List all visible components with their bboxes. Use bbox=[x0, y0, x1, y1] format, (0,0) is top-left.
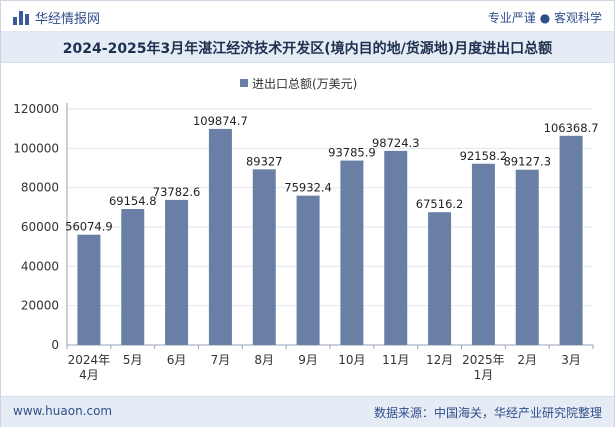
x-tick-label: 7月 bbox=[211, 353, 231, 367]
data-source: 数据来源：中国海关，华经产业研究院整理 bbox=[373, 406, 602, 420]
bar bbox=[77, 234, 101, 345]
y-tick-label: 0 bbox=[51, 338, 59, 352]
data-label: 93785.9 bbox=[328, 146, 376, 160]
data-label: 69154.8 bbox=[109, 194, 157, 208]
bar bbox=[208, 128, 232, 345]
legend-label: 进出口总额(万美元) bbox=[252, 77, 357, 91]
data-label: 92158.2 bbox=[460, 149, 508, 163]
footer: www.huaon.com 数据来源：中国海关，华经产业研究院整理 bbox=[1, 396, 614, 427]
bar bbox=[252, 169, 276, 345]
x-tick-label: 10月 bbox=[338, 353, 365, 367]
bar bbox=[340, 160, 364, 345]
bar-chart-logo-icon bbox=[13, 10, 29, 25]
data-label: 75932.4 bbox=[284, 181, 332, 195]
data-label: 106368.7 bbox=[544, 121, 599, 135]
brand-name: 华经情报网 bbox=[35, 12, 101, 27]
data-label: 56074.9 bbox=[65, 220, 113, 234]
bar bbox=[515, 169, 539, 345]
y-tick-label: 120000 bbox=[13, 102, 59, 116]
x-tick-label: 2月 bbox=[517, 353, 537, 367]
y-tick-label: 20000 bbox=[21, 299, 59, 313]
slogan: 专业严谨 ● 客观科学 bbox=[487, 11, 602, 25]
bar-chart: 进出口总额(万美元) 0 20000 40000 60000 80000 100000 120… bbox=[13, 77, 599, 382]
bar bbox=[384, 150, 408, 345]
data-label: 109874.7 bbox=[193, 114, 248, 128]
bar bbox=[559, 135, 583, 345]
data-label: 67516.2 bbox=[416, 197, 464, 211]
bar bbox=[471, 163, 495, 345]
data-label: 89327 bbox=[246, 154, 283, 168]
x-tick-label: 8月 bbox=[254, 353, 274, 367]
x-tick-label: 12月 bbox=[426, 353, 453, 367]
brand: 华经情报网 bbox=[13, 8, 100, 27]
x-tick-label: 2024年 4月 bbox=[68, 353, 111, 382]
data-label: 98724.3 bbox=[372, 136, 420, 150]
y-tick-label: 100000 bbox=[13, 141, 59, 155]
bar bbox=[165, 199, 189, 345]
x-tick-label: 5月 bbox=[123, 353, 143, 367]
site-url: www.huaon.com bbox=[13, 404, 113, 418]
y-tick-label: 80000 bbox=[21, 181, 59, 195]
x-tick-label: 2025年 1月 bbox=[462, 353, 505, 382]
bar bbox=[121, 208, 145, 345]
data-label: 89127.3 bbox=[503, 155, 551, 169]
top-bar: 华经情报网 专业严谨 ● 客观科学 bbox=[1, 1, 614, 32]
x-tick-label: 11月 bbox=[382, 353, 409, 367]
x-tick-label: 3月 bbox=[561, 353, 581, 367]
y-tick-label: 60000 bbox=[21, 220, 59, 234]
x-tick-label: 9月 bbox=[298, 353, 318, 367]
x-tick-label: 6月 bbox=[167, 353, 187, 367]
chart-title: 2024-2025年3月年湛江经济技术开发区(境内目的地/货源地)月度进出口总额 bbox=[62, 41, 553, 57]
data-label: 73782.6 bbox=[153, 185, 201, 199]
legend-swatch bbox=[240, 79, 248, 87]
bar bbox=[428, 212, 452, 345]
y-tick-label: 40000 bbox=[21, 259, 59, 273]
title-band: 2024-2025年3月年湛江经济技术开发区(境内目的地/货源地)月度进出口总额 bbox=[1, 32, 614, 63]
bar bbox=[296, 195, 320, 345]
